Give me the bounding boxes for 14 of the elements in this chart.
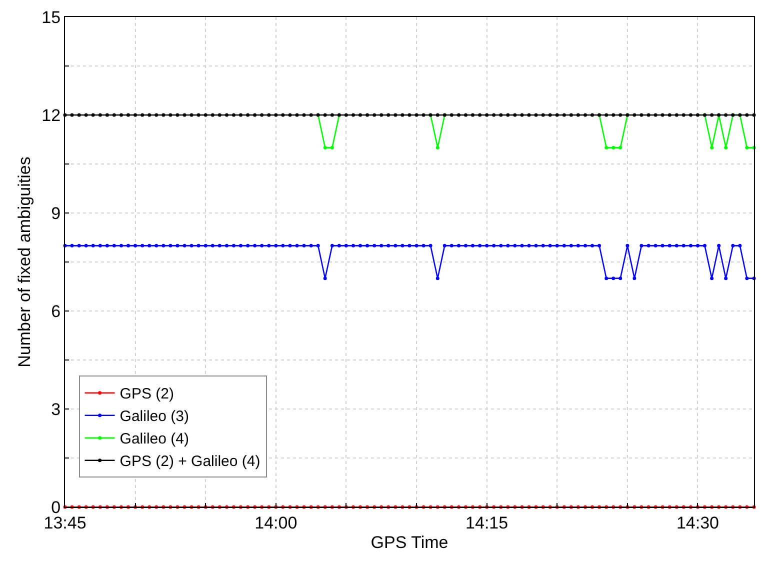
x-axis-title: GPS Time (370, 532, 448, 552)
x-tick-label: 14:30 (676, 513, 720, 532)
x-tick-label: 14:15 (466, 513, 508, 532)
y-tick-label: 12 (42, 106, 61, 125)
y-axis-title: Number of fixed ambiguities (15, 156, 34, 368)
legend-label: Galileo (4) (120, 430, 189, 448)
x-tick-label: 14:00 (254, 513, 298, 532)
legend-label: GPS (2) (120, 386, 174, 403)
legend-label: GPS (2) + Galileo (4) (120, 453, 260, 470)
y-tick-label: 3 (51, 400, 61, 419)
y-tick-label: 15 (42, 8, 61, 27)
y-tick-label: 9 (51, 204, 61, 223)
legend-label: Galileo (3) (120, 408, 189, 426)
y-tick-label: 6 (51, 302, 61, 321)
